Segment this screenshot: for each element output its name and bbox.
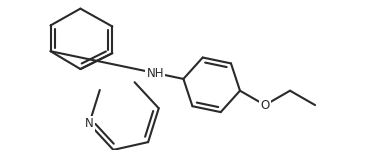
Text: NH: NH bbox=[146, 67, 164, 80]
Text: N: N bbox=[85, 117, 94, 130]
Text: O: O bbox=[260, 99, 270, 112]
